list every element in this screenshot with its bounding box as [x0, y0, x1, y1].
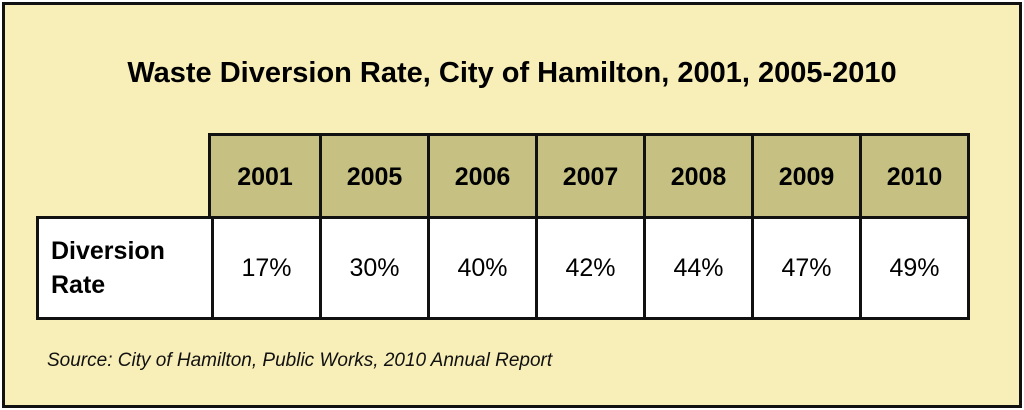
column-header-2010: 2010 [859, 136, 967, 219]
column-header-2007: 2007 [535, 136, 643, 219]
chart-title: Waste Diversion Rate, City of Hamilton, … [127, 57, 897, 89]
value-cell-2010: 49% [859, 219, 967, 317]
column-header-2006: 2006 [427, 136, 535, 219]
source-note: Source: City of Hamilton, Public Works, … [47, 350, 553, 371]
value-cell-2001: 17% [211, 219, 319, 317]
value-cell-2006: 40% [427, 219, 535, 317]
column-header-2008: 2008 [643, 136, 751, 219]
row-label-diversion-rate: Diversion Rate [51, 237, 165, 299]
value-cell-2007: 42% [535, 219, 643, 317]
column-header-2005: 2005 [319, 136, 427, 219]
table-header-row: 2001 2005 2006 2007 2008 2009 2010 [208, 133, 970, 222]
value-cell-2005: 30% [319, 219, 427, 317]
column-header-2001: 2001 [237, 163, 293, 191]
value-cell-2008: 44% [643, 219, 751, 317]
column-header-2009: 2009 [751, 136, 859, 219]
value-cell-2009: 47% [751, 219, 859, 317]
table-data-row: Diversion Rate 17% 30% 40% 42% 44% 47% 4… [36, 216, 970, 320]
